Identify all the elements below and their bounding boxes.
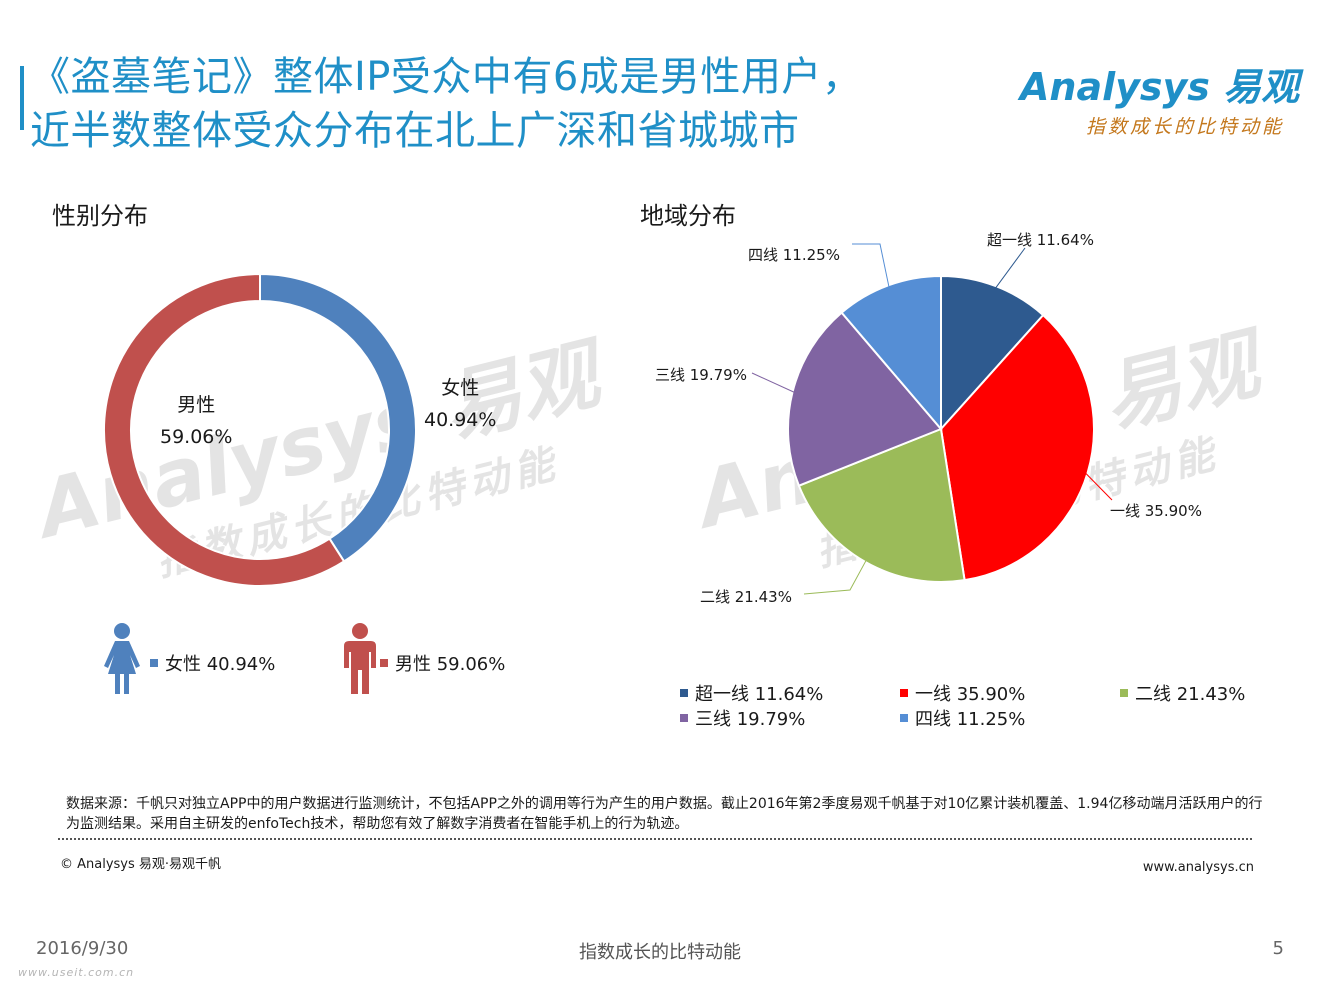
data-source-note: 数据来源：千帆只对独立APP中的用户数据进行监测统计，不包括APP之外的调用等行… (66, 794, 1266, 834)
female-person-icon (102, 622, 142, 696)
pie-slice-tier1 (941, 315, 1094, 580)
pie-label-tier2: 二线 21.43% (700, 586, 792, 607)
legend-tier1-label: 一线 35.90% (915, 680, 1025, 706)
gender-section-title: 性别分布 (52, 196, 148, 231)
pie-slice-super-tier1 (941, 276, 1043, 429)
legend-swatch-super-tier1 (680, 689, 688, 697)
pie-slice-tier2 (799, 429, 965, 582)
legend-swatch-tier1 (900, 689, 908, 697)
page-title-line-2: 近半数整体受众分布在北上广深和省城城市 (30, 104, 990, 158)
gender-donut-chart (90, 260, 430, 600)
legend-swatch-tier4 (900, 714, 908, 722)
legend-male: 男性 59.06% (380, 650, 505, 676)
legend-tier2: 二线 21.43% (1120, 680, 1245, 706)
legend-female-label: 女性 40.94% (165, 650, 275, 676)
pie-label-tier4: 四线 11.25% (748, 244, 840, 265)
leader-line-tier4 (852, 244, 889, 289)
logo-slogan: 指数成长的比特动能 (1086, 112, 1284, 139)
logo-name: Analysys 易观 (1020, 56, 1299, 111)
legend-tier3-label: 三线 19.79% (695, 705, 805, 731)
footer-credit: www.useit.com.cn (18, 966, 134, 979)
website-link[interactable]: www.analysys.cn (1143, 860, 1254, 875)
leader-line-tier3 (752, 373, 796, 393)
legend-swatch-tier3 (680, 714, 688, 722)
legend-swatch-female (150, 659, 158, 667)
pie-label-tier1: 一线 35.90% (1110, 500, 1202, 521)
donut-label-male-value: 59.06% (160, 421, 232, 453)
donut-label-female-value: 40.94% (424, 404, 496, 436)
leader-line-tier2 (804, 558, 867, 594)
legend-swatch-male (380, 659, 388, 667)
pie-label-super-tier1: 超一线 11.64% (987, 229, 1094, 250)
donut-slice-female (260, 274, 416, 561)
legend-tier2-label: 二线 21.43% (1135, 680, 1245, 706)
legend-tier1: 一线 35.90% (900, 680, 1025, 706)
dotted-divider (58, 838, 1252, 840)
region-section-title: 地域分布 (640, 196, 736, 231)
legend-super-tier1: 超一线 11.64% (680, 680, 823, 706)
legend-tier4: 四线 11.25% (900, 705, 1025, 731)
pie-label-tier3: 三线 19.79% (655, 364, 747, 385)
legend-tier4-label: 四线 11.25% (915, 705, 1025, 731)
donut-label-female: 女性 40.94% (424, 372, 496, 436)
legend-super-tier1-label: 超一线 11.64% (695, 680, 823, 706)
page-title-line-1: 《盗墓笔记》整体IP受众中有6成是男性用户， (30, 50, 990, 104)
donut-label-male-name: 男性 (160, 389, 232, 421)
leader-line-tier1 (1084, 471, 1112, 500)
watermark-right-slogan: 指数成长的比特动能 (809, 421, 1225, 577)
legend-male-label: 男性 59.06% (395, 650, 505, 676)
pie-slice-tier4 (842, 276, 941, 429)
legend-tier3: 三线 19.79% (680, 705, 805, 731)
legend-swatch-tier2 (1120, 689, 1128, 697)
copyright: © Analysys 易观·易观千帆 (60, 853, 221, 872)
donut-label-female-name: 女性 (424, 372, 496, 404)
donut-label-male: 男性 59.06% (160, 389, 232, 453)
page-title: 《盗墓笔记》整体IP受众中有6成是男性用户， 近半数整体受众分布在北上广深和省城… (30, 50, 990, 158)
leader-line-super-tier1 (994, 248, 1025, 290)
analysys-logo: Analysys 易观 指数成长的比特动能 (1020, 56, 1290, 146)
pie-slice-tier3 (788, 313, 941, 486)
footer-slogan: 指数成长的比特动能 (0, 938, 1320, 964)
legend-female: 女性 40.94% (150, 650, 275, 676)
male-person-icon (340, 622, 380, 696)
title-accent-bar (20, 66, 24, 130)
page-number: 5 (1273, 938, 1284, 959)
